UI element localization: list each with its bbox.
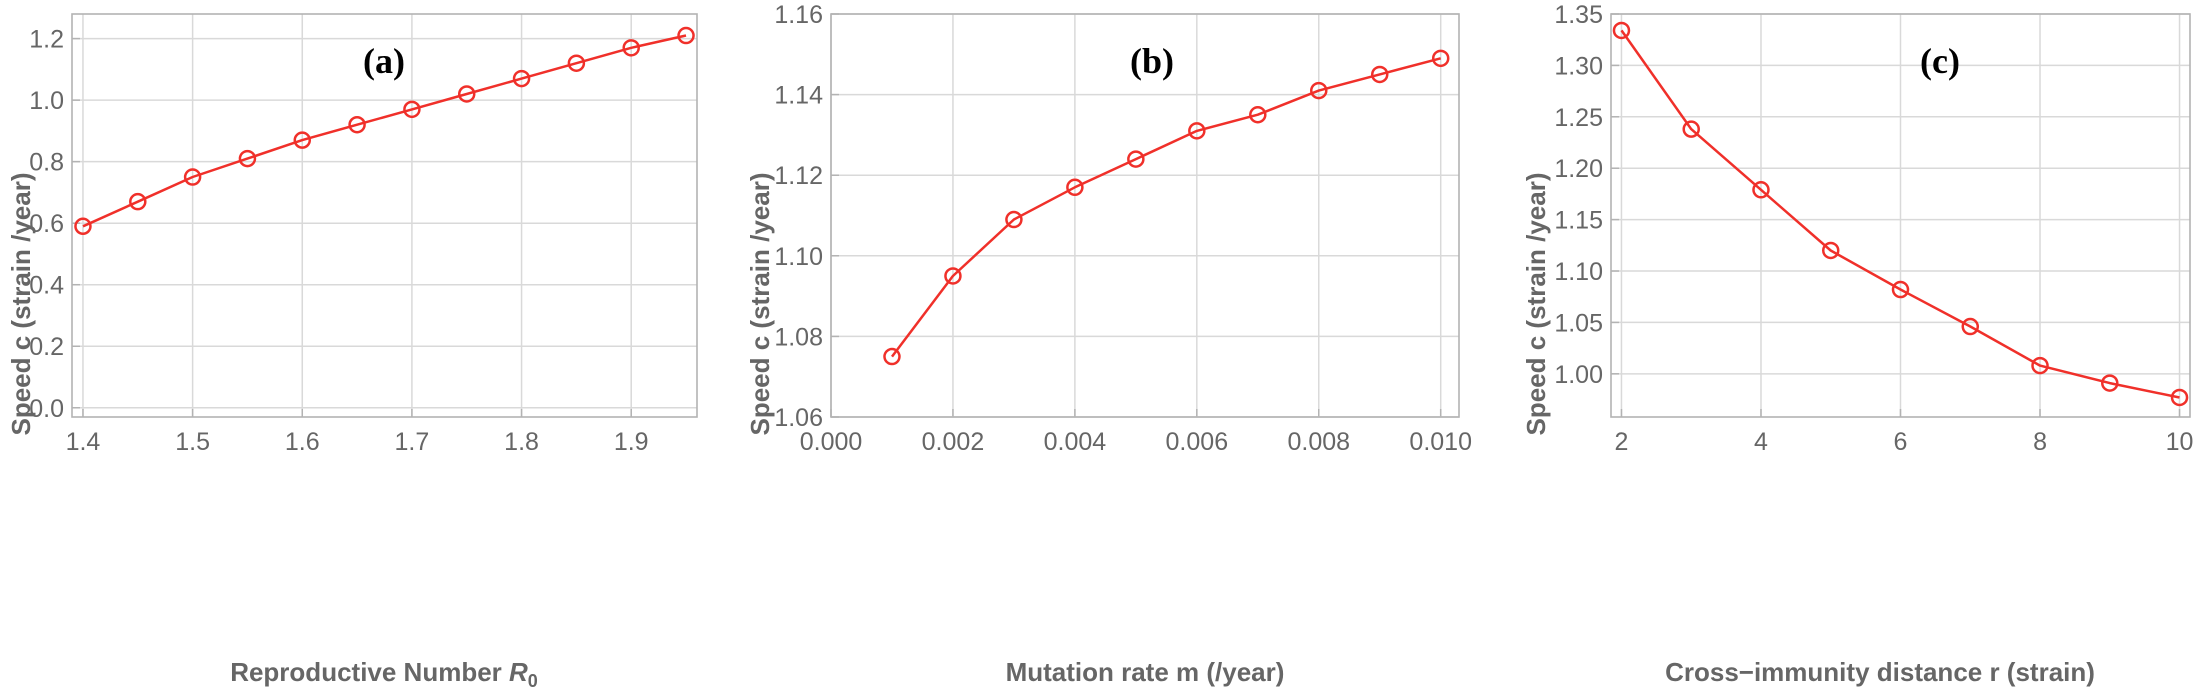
panel-a-y-tick-label: 1.2 [29,26,64,54]
panel-a-x-tick-label: 1.9 [614,428,649,456]
panel-a-y-tick-label: 1.0 [29,87,64,115]
panel-a-x-axis-label: Reproductive Number R0 [230,657,538,691]
panel-c: 2 4 6 8 10 1.00 1.05 1.10 1.15 1.20 1.25 1.30 1.35 (… [1521,1,2193,687]
panel-a: 1.4 1.5 1.6 1.7 1.8 1.90.00.20.40.60.81.01.2 … [6,13,698,691]
panel-b-y-tick-label: 1.06 [774,404,823,432]
panel-a-frame [71,13,698,418]
panel-b-data-point [1188,122,1206,140]
panel-b-tag: (b) [1130,41,1174,81]
panel-a-x-tick-label: 1.4 [66,428,101,456]
panel-a-x-axis-label-text: Reproductive Number [230,657,509,687]
panel-b-data-point [1431,49,1450,68]
panel-c-axes: 2 4 6 8 10 1.00 1.05 1.10 1.15 1.20 1.25 1.30 1.35 [1554,1,2193,456]
panel-a-series-line [82,34,687,228]
panel-b-axes: 0.000 0.002 0.004 0.006 0.008 0.010 1.06 1.08 1.… [774,1,1472,456]
panel-a-x-tick-label: 1.7 [395,428,430,456]
panel-c-y-tick-label: 1.20 [1554,155,1603,183]
panel-b-data-point [944,267,962,285]
panel-b-data-point [883,347,901,366]
panel-c-frame [1610,13,2191,418]
panel-a-data-point [403,100,421,119]
panel-c-y-tick-label: 1.35 [1554,1,1603,29]
panel-c-data-point [2170,388,2189,407]
panel-a-x-tick-label: 1.5 [175,428,210,456]
panel-b-x-tick-label: 0.010 [1409,428,1472,456]
panel-b-data-point [1370,65,1389,84]
panel-a-x-tick-label: 1.8 [504,428,539,456]
panel-c-tag: (c) [1920,41,1960,81]
panel-a-x-axis-label-symbol: R [509,657,528,687]
panel-a-y-tick-label: 0.0 [29,395,64,423]
panel-b-data-point [1127,150,1145,168]
panel-b-x-tick-label: 0.008 [1287,428,1350,456]
panel-c-y-tick-label: 1.00 [1554,361,1603,389]
panel-c-x-tick-label: 6 [1894,428,1908,456]
panel-c-data-point [1612,21,1631,40]
panel-b-data-point [1005,210,1023,229]
panel-b-data-point [1310,81,1328,100]
panel-c-y-tick-label: 1.05 [1554,309,1603,337]
panel-a-x-axis-label-subscript: 0 [528,671,538,691]
panel-a-y-tick-label: 0.4 [29,272,64,300]
panel-a-y-tick-label: 0.6 [29,210,64,238]
panel-a-data-point [238,149,257,168]
panel-c-y-tick-label: 1.25 [1554,104,1603,132]
panel-c-data-point [1821,241,1840,260]
panel-a-y-tick-label: 0.8 [29,149,64,177]
panel-b-data-point [1249,106,1267,124]
panel-a-data-point [512,69,531,88]
panel-c-series-line [1620,29,2180,399]
panel-b-x-axis-label: Mutation rate m (/year) [1006,657,1285,687]
panel-a-axes: 1.4 1.5 1.6 1.7 1.8 1.9 0.0 0.2 0.4 0.6 0.8 1.0 1.2 [29,13,698,456]
panel-a-data-point [348,115,366,134]
panel-a-y-tick-label: 0.2 [29,333,64,361]
panel-a-data-point [129,192,147,211]
panel-a-data-point [74,217,92,236]
panel-c-x-axis-label: Cross−immunity distance r (strain) [1665,657,2095,687]
panel-b-y-axis-label: Speed c (strain /year) [745,173,775,436]
panel-c-x-tick-label: 2 [1615,428,1629,456]
panel-c-y-tick-label: 1.30 [1554,52,1603,80]
panel-c-data-point [1961,317,1980,336]
panel-c-x-tick-label: 4 [1754,428,1768,456]
panel-a-x-tick-label: 1.6 [285,428,320,456]
panel-c-data-point [1682,120,1700,138]
panel-c-y-tick-label: 1.10 [1554,258,1603,286]
panel-a-tag: (a) [363,41,405,81]
panel-c-x-tick-label: 8 [2033,428,2047,456]
panel-a-data-point [622,39,640,57]
panel-b-x-tick-label: 0.006 [1166,428,1229,456]
panel-b-y-tick-label: 1.10 [774,243,823,271]
panel-c-y-axis-label: Speed c (strain /year) [1521,173,1551,436]
panel-a-data-point [567,54,586,72]
panel-a-plot-area [72,14,697,417]
panel-c-data-point [2031,356,2049,375]
panel-b: 0.000 0.002 0.004 0.006 0.008 0.010 1.06 1.08 1.… [745,1,1472,687]
panel-c-data-point [1891,280,1910,299]
panel-b-y-tick-label: 1.16 [774,1,823,29]
panel-b-y-tick-label: 1.14 [774,82,823,110]
panel-a-data-point [677,26,695,45]
panel-b-y-tick-label: 1.12 [774,162,823,190]
panel-a-data-point [457,85,476,103]
panel-c-y-tick-label: 1.15 [1554,207,1603,235]
panel-b-y-tick-label: 1.08 [774,323,823,351]
panel-a-y-axis-label: Speed c (strain /year) [6,173,36,436]
panel-b-data-point [1066,178,1084,197]
panel-b-x-tick-label: 0.000 [800,428,863,456]
panel-c-data-point [1752,181,1770,199]
panel-b-series-line [891,57,1442,358]
panel-b-x-tick-label: 0.004 [1044,428,1107,456]
panel-a-data-point [183,168,202,186]
panel-c-x-tick-label: 10 [2166,428,2194,456]
panel-c-data-point [2101,374,2119,392]
panel-b-x-tick-label: 0.002 [922,428,985,456]
panel-a-data-point [293,131,312,149]
panel-b-frame [830,13,1460,418]
